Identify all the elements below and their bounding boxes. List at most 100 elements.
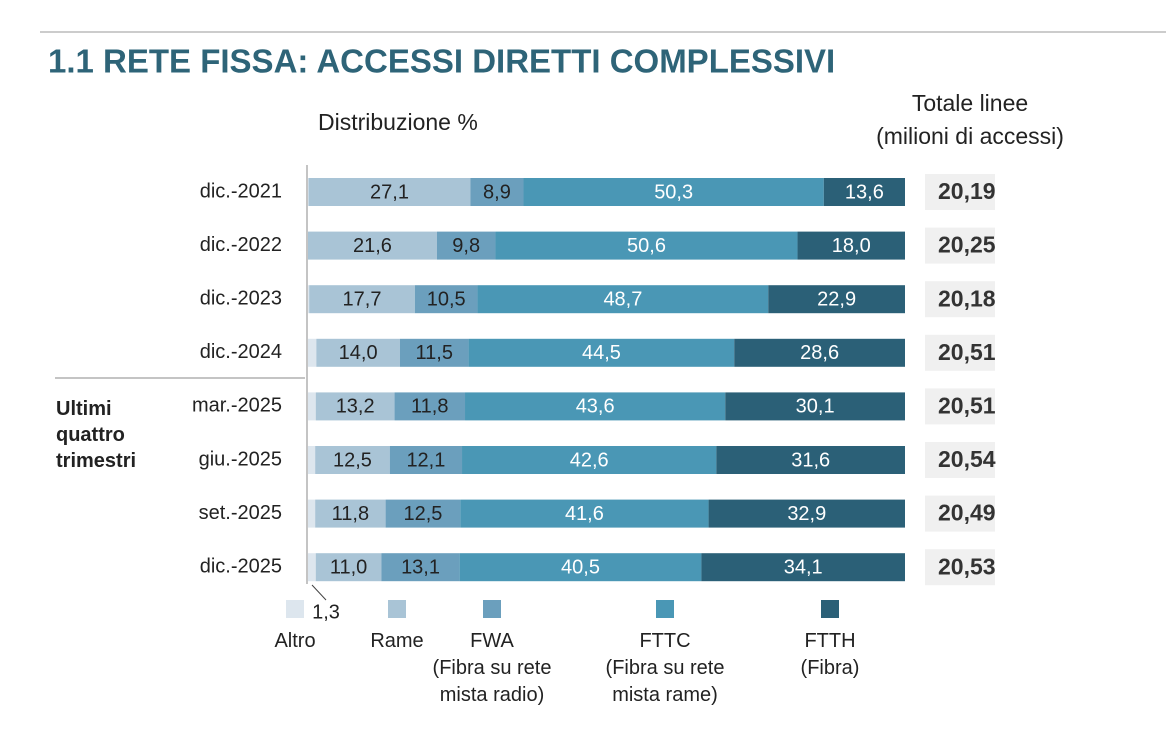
legend-label: Altro [274, 630, 316, 652]
category-label: mar.-2025 [192, 395, 282, 417]
category-label: dic.-2023 [200, 287, 282, 309]
bar-segment [414, 285, 478, 314]
totals-title: Totale linee (milioni di accessi) [876, 90, 1064, 149]
bar-segment [725, 392, 905, 421]
total-label: 20,54 [938, 446, 996, 472]
value-label: 12,5 [403, 503, 442, 525]
bar-segment [315, 499, 386, 528]
bar-segment [308, 446, 316, 474]
value-label: 13,6 [845, 181, 884, 203]
subtitle: Distribuzione % [318, 109, 478, 135]
value-label: 44,5 [582, 342, 621, 364]
bar-segment [389, 446, 463, 474]
total-label: 20,25 [938, 232, 996, 258]
category-label: dic.-2024 [200, 341, 282, 363]
total-background [925, 495, 995, 532]
value-label: 50,3 [654, 181, 693, 203]
bar-segment [308, 338, 317, 367]
value-label: 13,1 [401, 556, 440, 578]
bar-segment [394, 392, 466, 421]
value-label: 27,1 [370, 181, 409, 203]
value-label: 31,6 [791, 449, 830, 471]
value-label: 1,3 [312, 601, 340, 623]
bar-segment [309, 285, 415, 314]
bar-segment [708, 499, 905, 528]
bar-segment [734, 338, 905, 367]
total-background [925, 549, 995, 586]
legend-label: FTTC (Fibra su rete mista rame) [605, 630, 725, 706]
category-label: set.-2025 [199, 502, 282, 524]
total-background [925, 174, 995, 210]
total-background [925, 334, 995, 371]
bar-segment [523, 178, 824, 206]
bar-segment [701, 553, 905, 582]
total-label: 20,49 [938, 500, 996, 526]
total-background [925, 388, 995, 425]
value-label: 42,6 [570, 449, 609, 471]
bar-segment [315, 553, 382, 582]
bar-segment [308, 178, 309, 206]
value-label: 18,0 [832, 235, 871, 257]
bar-segment [797, 231, 905, 260]
bar-segment [465, 392, 726, 421]
legend-swatch [483, 600, 501, 618]
value-label: 14,0 [339, 342, 378, 364]
bar-segment [308, 553, 316, 582]
bar-segment [468, 338, 735, 367]
bar-segment [716, 446, 905, 474]
bar-segment [470, 178, 524, 206]
bar-segment [823, 178, 905, 206]
value-label: 48,7 [603, 288, 642, 310]
category-label: dic.-2022 [200, 234, 282, 256]
bar-segment [459, 553, 702, 582]
bar-segment [308, 285, 310, 314]
legend-swatch [286, 600, 304, 618]
bar-segment [768, 285, 905, 314]
value-label: 11,8 [332, 503, 369, 525]
total-label: 20,53 [938, 553, 996, 579]
value-label: 28,6 [800, 342, 839, 364]
legend-swatch [656, 600, 674, 618]
total-background [925, 442, 995, 478]
bar-segment [495, 231, 798, 260]
value-label: 41,6 [565, 503, 604, 525]
value-label: 32,9 [787, 503, 826, 525]
value-label: 40,5 [561, 556, 600, 578]
value-label: 12,1 [406, 449, 445, 471]
group-label: Ultimi quattro trimestri [56, 398, 137, 472]
bar-segment [315, 446, 390, 474]
legend-swatch [821, 600, 839, 618]
total-background [925, 281, 995, 318]
bar-segment [308, 178, 471, 206]
value-label: 10,5 [427, 288, 466, 310]
bar-segment [308, 231, 437, 260]
value-label: 13,2 [336, 396, 375, 418]
legend-label: Rame [370, 630, 424, 652]
value-label: 17,7 [343, 288, 382, 310]
value-label: 34,1 [784, 556, 823, 578]
bar-segment [381, 553, 460, 582]
total-label: 20,51 [938, 339, 996, 365]
bar-segment [308, 499, 316, 528]
bar-segment [477, 285, 769, 314]
category-label: dic.-2025 [200, 555, 282, 577]
value-label: 21,6 [353, 235, 392, 257]
value-label: 43,6 [576, 396, 615, 418]
value-label: 11,8 [411, 396, 448, 418]
value-label: 8,9 [483, 181, 511, 203]
bar-segment [460, 499, 709, 528]
value-label: 30,1 [796, 396, 835, 418]
total-background [925, 227, 995, 264]
value-label: 11,5 [416, 342, 453, 364]
chart-title: 1.1 RETE FISSA: ACCESSI DIRETTI COMPLESS… [48, 43, 835, 80]
value-label: 22,9 [817, 288, 856, 310]
bar-segment [385, 499, 461, 528]
legend-label: FTTH (Fibra) [800, 630, 860, 679]
legend-label: FWA (Fibra su rete mista radio) [432, 630, 552, 706]
bar-segment [315, 392, 395, 421]
category-label: dic.-2021 [200, 180, 282, 202]
bar-segment [399, 338, 469, 367]
bar-segment [316, 338, 400, 367]
